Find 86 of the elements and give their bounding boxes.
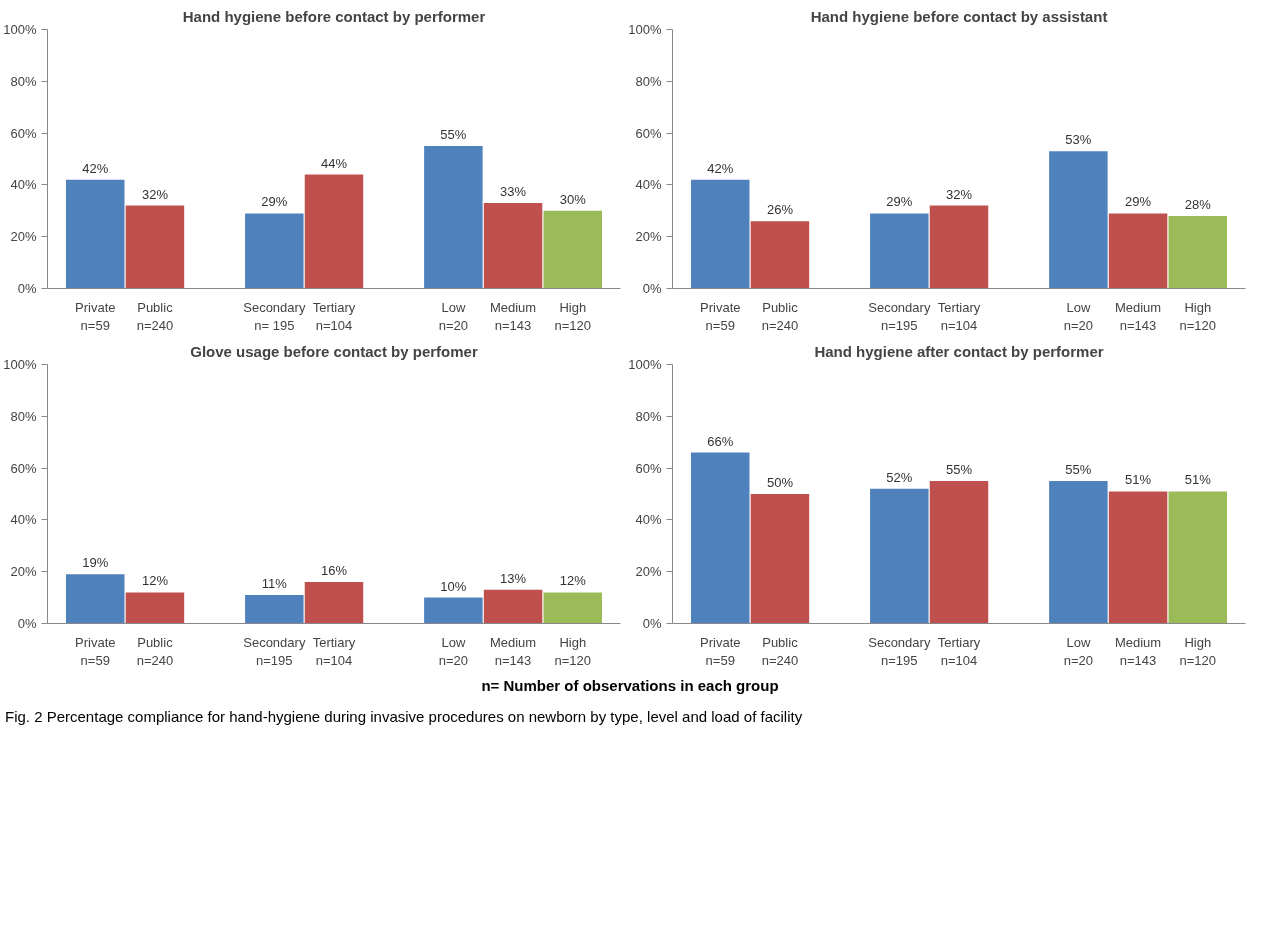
data-label: 53% [1065,132,1092,148]
y-tick-label: 0% [642,616,662,631]
x-tick-label: Tertiary n=104 [312,299,356,333]
x-tick-label: Public n=240 [761,634,799,668]
data-label: 28% [1184,196,1212,212]
x-tick-label: Public n=240 [136,634,174,668]
y-tick-label: 100% [628,22,662,37]
data-label: 26% [766,202,794,218]
data-label: 16% [320,563,348,579]
chart-title: Hand hygiene before contact by assistant [810,7,1108,25]
x-tick-label: Medium n=143 [489,634,537,668]
data-label: 55% [945,462,973,478]
x-tick-label: Low n=20 [438,634,469,668]
data-label: 52% [886,469,913,485]
data-label: 13% [500,570,527,586]
data-label: 42% [82,160,109,176]
x-tick-label: High n=120 [554,634,592,668]
y-tick-label: 60% [10,125,37,141]
data-label: 42% [707,160,734,176]
data-label: 44% [320,155,348,171]
x-tick-label: Private n=59 [700,634,741,668]
x-tick-label: Tertiary n=104 [312,634,356,668]
y-tick-label: 40% [10,512,37,528]
y-tick-label: 80% [635,408,662,424]
data-label: 55% [1065,462,1092,478]
y-tick-label: 60% [635,125,662,141]
y-tick-label: 60% [10,460,37,476]
text: n= Number of observations in each group [480,676,780,696]
x-tick-label: Tertiary n=104 [937,634,981,668]
data-label: 11% [261,576,288,592]
data-label: 29% [261,194,288,210]
y-tick-label: 40% [10,177,37,193]
x-tick-label: High n=120 [1179,634,1217,668]
data-label: 19% [82,555,109,571]
chart-title: Hand hygiene after contact by performer [814,342,1104,360]
y-tick-label: 20% [635,229,662,245]
x-tick-label: Secondary n=195 [243,634,306,668]
y-tick-label: 80% [10,408,37,424]
x-tick-label: Secondary n=195 [868,299,931,333]
y-tick-label: 40% [635,177,662,193]
y-tick-label: 0% [17,281,37,296]
caption: Fig. 2 Percentage compliance for hand-hygiene during invasive procedures on newborn by type, level and load of facility [5,707,803,728]
y-tick-label: 80% [10,73,37,89]
data-label: 33% [500,184,527,200]
data-label: 12% [559,573,587,589]
x-tick-label: Low n=20 [1063,299,1094,333]
y-tick-label: 20% [635,564,662,580]
data-label: 30% [559,191,587,207]
x-tick-label: Secondary n=195 [868,634,931,668]
data-label: 55% [440,127,467,143]
data-label: 66% [707,433,734,449]
y-tick-label: 0% [642,281,662,296]
data-label: 51% [1184,472,1212,488]
x-tick-label: High n=120 [554,299,592,333]
y-tick-label: 100% [3,357,37,372]
y-tick-label: 60% [635,460,662,476]
x-tick-label: Private n=59 [75,634,116,668]
chart-title: Hand hygiene before contact by performer [182,7,486,25]
x-tick-label: Medium n=143 [1114,299,1162,333]
data-label: 32% [945,186,973,202]
x-tick-label: Private n=59 [75,299,116,333]
data-label: 51% [1125,472,1152,488]
x-tick-label: Private n=59 [700,299,741,333]
y-tick-label: 100% [628,357,662,372]
data-label: 29% [886,194,913,210]
y-tick-label: 0% [17,616,37,631]
y-tick-label: 20% [10,229,37,245]
x-tick-label: Low n=20 [438,299,469,333]
x-tick-label: Secondary n= 195 [243,299,306,333]
y-tick-label: 100% [3,22,37,37]
data-label: 12% [141,573,169,589]
x-tick-label: High n=120 [1179,299,1217,333]
x-tick-label: Public n=240 [761,299,799,333]
data-label: 10% [440,578,467,594]
x-tick-label: Medium n=143 [1114,634,1162,668]
x-tick-label: Low n=20 [1063,634,1094,668]
y-tick-label: 40% [635,512,662,528]
data-label: 29% [1125,194,1152,210]
data-label: 50% [766,475,794,490]
data-label: 32% [141,186,169,202]
y-tick-label: 20% [10,564,37,580]
x-tick-label: Tertiary n=104 [937,299,981,333]
x-tick-label: Public n=240 [136,299,174,333]
y-tick-label: 80% [635,73,662,89]
chart-title: Glove usage before contact by perfomer [190,342,478,360]
x-tick-label: Medium n=143 [489,299,537,333]
